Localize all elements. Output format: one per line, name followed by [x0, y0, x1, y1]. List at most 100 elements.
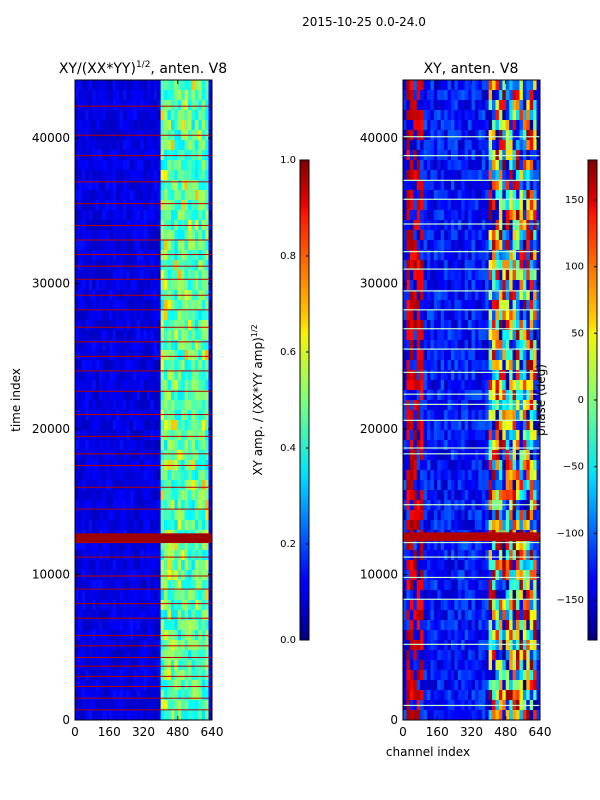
- heatmap-cell: [170, 620, 175, 631]
- heatmap-cell: [450, 310, 455, 321]
- heatmap-cell: [116, 660, 120, 671]
- heatmap-cell: [430, 370, 435, 381]
- heatmap-cell: [522, 190, 527, 201]
- heatmap-cell: [433, 140, 438, 151]
- heatmap-cell: [409, 510, 414, 521]
- heatmap-cell: [481, 250, 486, 261]
- heatmap-cell: [98, 450, 103, 461]
- heatmap-cell: [205, 570, 209, 581]
- heatmap-cell: [461, 250, 465, 261]
- heatmap-cell: [409, 540, 414, 551]
- heatmap-cell: [194, 390, 199, 401]
- heatmap-cell: [153, 170, 158, 181]
- heatmap-cell: [403, 290, 407, 301]
- heatmap-cell: [126, 280, 131, 291]
- heatmap-cell: [194, 670, 199, 681]
- heatmap-cell: [116, 470, 120, 481]
- heatmap-cell: [430, 480, 435, 491]
- heatmap-cell: [409, 580, 414, 591]
- heatmap-cell: [498, 410, 503, 421]
- heatmap-cell: [133, 640, 137, 651]
- heatmap-cell: [201, 680, 206, 691]
- heatmap-cell: [170, 250, 175, 261]
- heatmap-cell: [105, 410, 110, 421]
- heatmap-cell: [444, 600, 448, 611]
- heatmap-cell: [536, 390, 540, 401]
- heatmap-cell: [98, 280, 103, 291]
- heatmap-cell: [433, 430, 438, 441]
- heatmap-cell: [464, 600, 469, 611]
- heatmap-cell: [109, 280, 113, 291]
- heatmap-cell: [170, 540, 175, 551]
- heatmap-cell: [78, 520, 83, 531]
- heatmap-cell: [191, 270, 196, 281]
- heatmap-cell: [437, 120, 441, 131]
- flagged-row: [75, 709, 212, 711]
- heatmap-cell: [495, 290, 500, 301]
- heatmap-cell: [464, 520, 469, 531]
- heatmap-cell: [464, 190, 469, 201]
- heatmap-cell: [502, 330, 507, 341]
- heatmap-cell: [474, 520, 479, 531]
- heatmap-cell: [140, 480, 144, 491]
- heatmap-cell: [112, 250, 117, 261]
- heatmap-cell: [143, 230, 148, 241]
- heatmap-cell: [536, 370, 540, 381]
- heatmap-cell: [119, 370, 124, 381]
- heatmap-cell: [116, 590, 120, 601]
- heatmap-cell: [112, 700, 117, 711]
- heatmap-cell: [464, 100, 469, 111]
- heatmap-cell: [191, 190, 196, 201]
- heatmap-cell: [116, 350, 120, 361]
- heatmap-cell: [88, 100, 93, 111]
- heatmap-cell: [522, 420, 527, 431]
- heatmap-cell: [492, 160, 496, 171]
- heatmap-cell: [485, 320, 489, 331]
- heatmap-cell: [444, 200, 448, 211]
- heatmap-cell: [208, 120, 212, 131]
- heatmap-cell: [164, 370, 168, 381]
- heatmap-cell: [457, 360, 462, 371]
- heatmap-cell: [444, 240, 448, 251]
- heatmap-cell: [495, 430, 500, 441]
- heatmap-cell: [78, 120, 83, 131]
- heatmap-cell: [81, 540, 86, 551]
- heatmap-cell: [102, 270, 107, 281]
- heatmap-cell: [478, 510, 483, 521]
- heatmap-cell: [519, 160, 524, 171]
- heatmap-cell: [191, 250, 196, 261]
- heatmap-cell: [498, 360, 503, 371]
- heatmap-cell: [403, 600, 407, 611]
- heatmap-cell: [454, 540, 459, 551]
- heatmap-cell: [457, 260, 462, 271]
- heatmap-cell: [498, 170, 503, 181]
- heatmap-cell: [498, 390, 503, 401]
- heatmap-cell: [502, 190, 507, 201]
- heatmap-cell: [85, 270, 89, 281]
- heatmap-cell: [416, 460, 421, 471]
- heatmap-cell: [437, 180, 441, 191]
- heatmap-cell: [95, 210, 100, 221]
- heatmap-cell: [433, 590, 438, 601]
- heatmap-cell: [116, 670, 120, 681]
- heatmap-cell: [461, 180, 465, 191]
- heatmap-cell: [208, 540, 212, 551]
- heatmap-cell: [198, 410, 203, 421]
- heatmap-cell: [105, 180, 110, 191]
- heatmap-cell: [454, 560, 459, 571]
- heatmap-cell: [133, 380, 137, 391]
- heatmap-cell: [160, 430, 165, 441]
- heatmap-cell: [478, 600, 483, 611]
- heatmap-cell: [495, 650, 500, 661]
- heatmap-cell: [485, 560, 489, 571]
- heatmap-cell: [423, 140, 428, 151]
- heatmap-cell: [105, 490, 110, 501]
- heatmap-cell: [140, 430, 144, 441]
- heatmap-cell: [529, 630, 534, 641]
- heatmap-cell: [208, 260, 212, 271]
- heatmap-cell: [157, 110, 161, 121]
- heatmap-cell: [201, 120, 206, 131]
- heatmap-cell: [181, 180, 185, 191]
- heatmap-cell: [512, 650, 517, 661]
- heatmap-cell: [416, 310, 421, 321]
